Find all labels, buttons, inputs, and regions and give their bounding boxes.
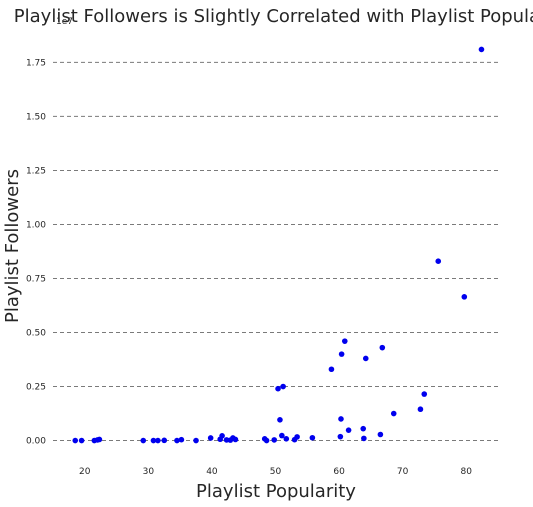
scatter-point: [174, 437, 180, 444]
chart-title: Playlist Followers is Slightly Correlate…: [14, 6, 533, 27]
scatter-point: [417, 406, 424, 413]
scatter-point: [283, 436, 290, 442]
x-axis-label: Playlist Popularity: [196, 481, 356, 502]
scatter-point: [207, 435, 214, 441]
y-tick-label: 0.25: [26, 383, 46, 393]
scatter-point: [275, 385, 281, 392]
scatter-point: [271, 437, 278, 443]
scatter-point: [478, 46, 485, 53]
y-tick-label: 0.75: [26, 274, 46, 284]
x-tick-label: 20: [79, 467, 91, 477]
x-tick-label: 60: [333, 467, 345, 477]
scatter-point: [161, 437, 168, 444]
scatter-point: [277, 417, 283, 423]
y-axis-label: Playlist Followers: [2, 169, 23, 323]
scatter-point: [279, 432, 285, 439]
x-tick-label: 40: [206, 467, 218, 477]
point-layer: [72, 46, 485, 444]
scatter-point: [193, 437, 199, 444]
scatter-point: [72, 437, 79, 444]
y-tick-label: 1.00: [26, 220, 46, 230]
scatter-point: [232, 436, 239, 443]
scatter-point: [328, 366, 335, 373]
scatter-point: [360, 425, 367, 432]
grid-layer: [53, 61, 498, 442]
scatter-point: [341, 338, 348, 344]
scatter-point: [338, 351, 345, 357]
scatter-point: [390, 410, 397, 417]
scatter-point: [421, 391, 428, 397]
y-tick-label: 0.00: [26, 437, 46, 447]
scatter-point: [178, 436, 185, 443]
scatter-point: [435, 258, 442, 265]
y-tick-label: 0.50: [26, 329, 46, 339]
scatter-point: [155, 437, 161, 444]
scatter-point: [361, 435, 367, 442]
x-tick-label: 50: [270, 467, 282, 477]
tick-label-layer: 0.00 0.25 0.50 0.75 1.00 1.25 1.50 1.75 20 30 40 50…: [26, 58, 472, 477]
scatter-point: [309, 434, 316, 441]
scatter-point: [379, 344, 386, 351]
scatter-point: [96, 436, 103, 443]
scatter-point: [337, 433, 344, 440]
y-axis-offset-label: 1e7: [56, 17, 73, 27]
scatter-point: [78, 437, 85, 444]
y-tick-label: 1.25: [26, 166, 46, 176]
scatter-point: [263, 437, 270, 444]
scatter-point: [294, 434, 300, 440]
y-tick-label: 1.75: [26, 58, 46, 68]
x-tick-label: 80: [460, 467, 472, 477]
scatter-point: [280, 383, 286, 390]
scatter-point: [150, 437, 157, 444]
scatter-point: [461, 294, 468, 300]
scatter-point: [345, 427, 352, 433]
x-tick-label: 30: [143, 467, 155, 477]
scatter-point: [140, 437, 147, 444]
scatter-point: [219, 432, 225, 439]
scatter-point: [377, 431, 384, 438]
scatter-point: [338, 416, 344, 422]
x-tick-label: 70: [397, 467, 409, 477]
y-tick-label: 1.50: [26, 112, 46, 122]
scatter-point: [362, 355, 369, 362]
